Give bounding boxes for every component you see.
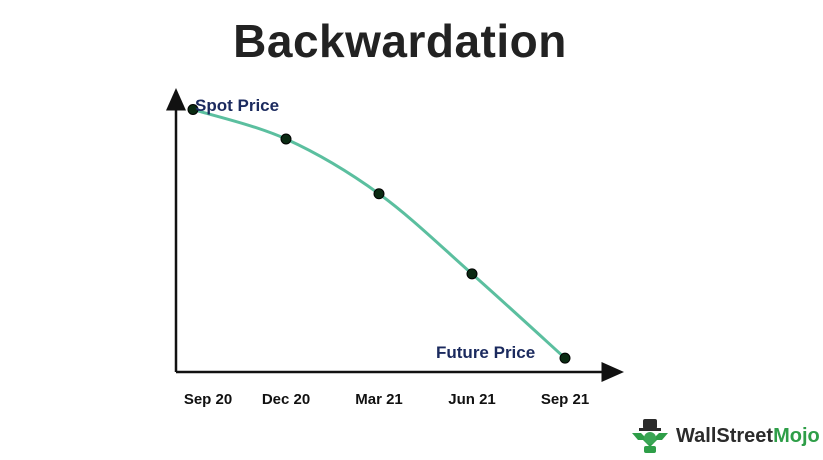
brand-name: WallStreetMojo [676,425,820,448]
x-tick-label-sep-21: Sep 21 [541,391,589,408]
data-point-dec-20 [280,133,292,145]
spot-price-label: Spot Price [195,96,279,115]
x-tick-label-sep-20: Sep 20 [184,391,232,408]
data-point-sep-20 [187,104,199,115]
price-curve [192,108,567,360]
mascot-logo-icon [632,419,668,453]
brand-name-wallstreet: WallStreet [676,424,774,447]
brand-name-mojo: Mojo [773,424,820,447]
chart-title: Backwardation [233,15,567,67]
x-tick-label-dec-20: Dec 20 [262,391,310,408]
x-tick-label-mar-21: Mar 21 [355,391,403,408]
wallstreetmojo-logo: WallStreetMojo [630,418,820,454]
data-point-sep-21 [559,352,571,364]
x-tick-label-jun-21: Jun 21 [448,391,496,408]
future-price-label: Future Price [436,343,535,362]
data-point-mar-21 [373,188,385,200]
data-point-jun-21 [466,268,478,280]
